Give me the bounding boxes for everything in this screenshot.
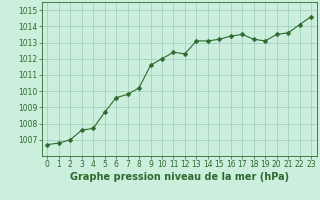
- X-axis label: Graphe pression niveau de la mer (hPa): Graphe pression niveau de la mer (hPa): [70, 172, 289, 182]
